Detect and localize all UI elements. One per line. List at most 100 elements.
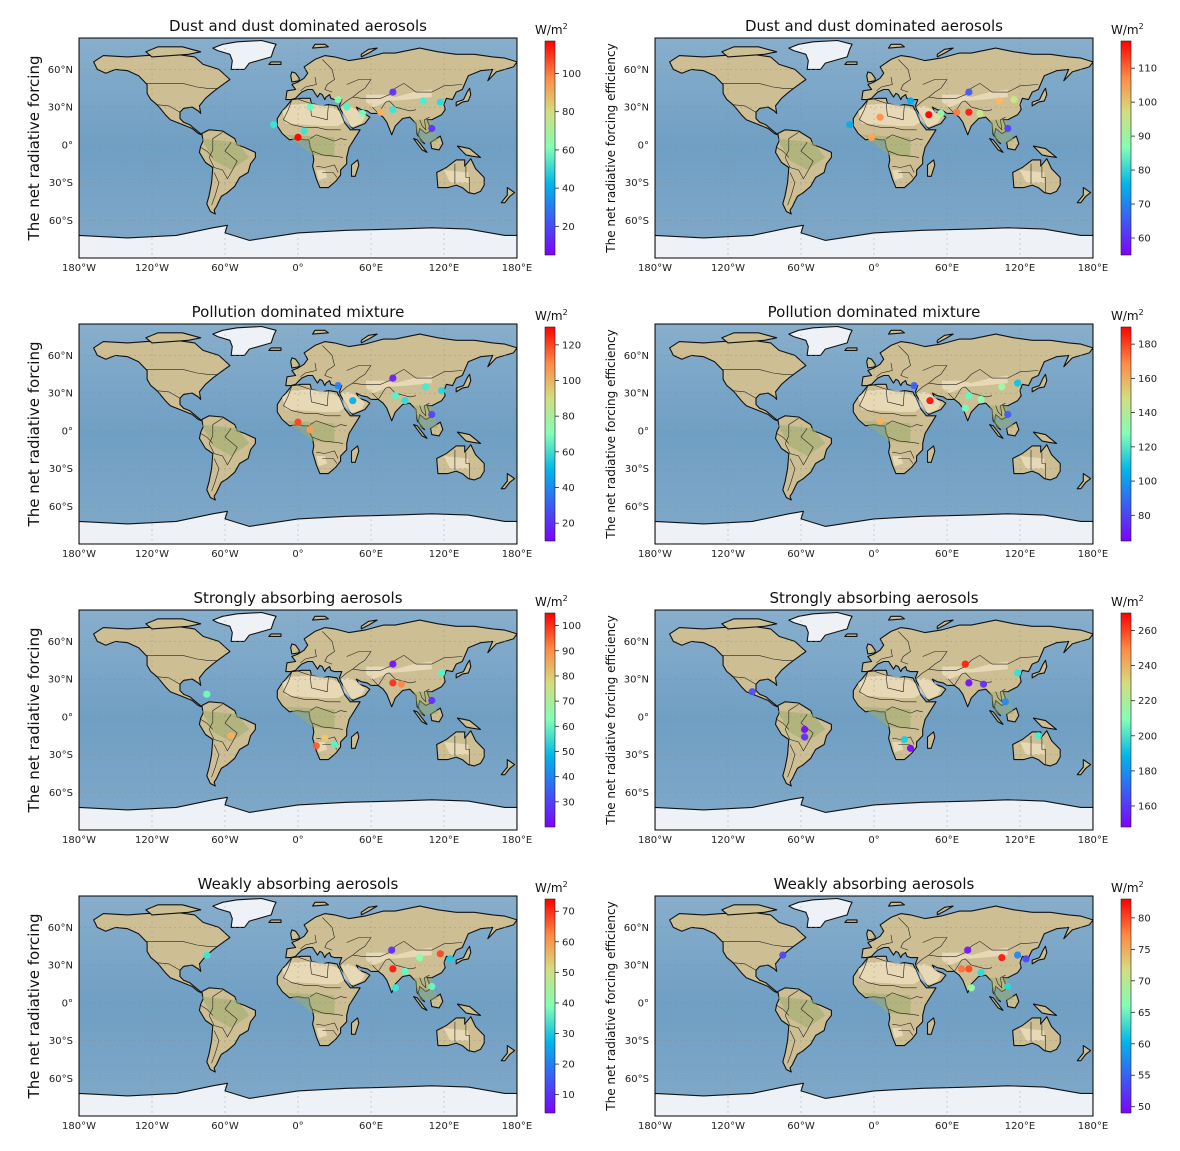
colorbar-tick-label: 20 xyxy=(562,1060,575,1071)
country-border xyxy=(776,719,790,730)
landmass-svalbard xyxy=(312,901,329,907)
y-axis-label: The net radiative forcing xyxy=(25,628,43,814)
colorbar-tick-label: 40 xyxy=(562,483,575,494)
landmass-borneo xyxy=(1006,135,1020,151)
station-point xyxy=(958,965,966,973)
colorbar-unit: W/m2 xyxy=(535,880,568,895)
landmass-madagascar xyxy=(350,445,360,463)
latitude-tick-label: 60°S xyxy=(625,1074,649,1085)
latitude-tick-label: 60°N xyxy=(624,351,649,362)
landmass-new-zealand xyxy=(500,187,516,204)
landmass-japan xyxy=(455,87,472,107)
station-point xyxy=(389,374,397,382)
vegetation-shading xyxy=(861,992,911,1016)
colorbar-tick-label: 180 xyxy=(1138,340,1157,351)
colorbar-unit-superscript: 2 xyxy=(563,880,568,889)
landmass-gb xyxy=(866,643,876,655)
desert-shading xyxy=(444,1028,469,1041)
country-border xyxy=(310,706,347,714)
landmass-japan xyxy=(455,373,472,393)
colorbar-unit-superscript: 2 xyxy=(563,594,568,603)
landmass-north-america xyxy=(669,625,807,708)
longitude-tick-label: 60°W xyxy=(211,549,239,560)
map-area xyxy=(655,610,1093,830)
vegetation-shading xyxy=(285,706,335,730)
longitude-tick-label: 120°W xyxy=(135,263,169,274)
panel-title: Pollution dominated mixture xyxy=(192,303,405,321)
map-panel: Dust and dust dominated aerosols The net … xyxy=(604,17,1157,274)
panel-title: Weakly absorbing aerosols xyxy=(198,875,399,893)
colorbar-tick-label: 100 xyxy=(1138,98,1157,109)
desert-shading xyxy=(341,105,365,128)
map-panel: Weakly absorbing aerosols The net radiati… xyxy=(25,875,575,1132)
colorbar-tick-label: 240 xyxy=(1138,661,1157,672)
station-point xyxy=(358,109,367,117)
country-border xyxy=(871,670,905,693)
latitude-tick-label: 30°S xyxy=(49,464,73,475)
country-border xyxy=(731,676,757,685)
colorbar xyxy=(1120,326,1132,542)
station-point xyxy=(965,108,973,116)
country-border xyxy=(776,147,790,158)
landmass-iceland xyxy=(268,633,282,637)
latitude-tick-label: 60°N xyxy=(624,637,649,648)
desert-shading xyxy=(942,89,1008,108)
landmass-madagascar xyxy=(926,445,936,463)
colorbar-tick-label: 55 xyxy=(1138,1071,1151,1082)
vegetation-shading xyxy=(201,996,250,1028)
landmass-japan xyxy=(1031,945,1048,965)
station-point xyxy=(964,946,972,954)
country-border xyxy=(295,956,329,979)
station-point xyxy=(300,127,308,135)
colorbar-unit: W/m2 xyxy=(1111,880,1144,895)
latitude-tick-label: 30°N xyxy=(48,389,73,400)
map-panel: Dust and dust dominated aerosols The net … xyxy=(25,17,581,274)
country-border xyxy=(371,958,417,972)
country-border xyxy=(145,83,217,89)
longitude-tick-label: 60°E xyxy=(935,1121,959,1132)
country-border xyxy=(784,704,814,752)
station-point xyxy=(876,417,884,425)
latitude-tick-label: 0° xyxy=(638,426,649,437)
country-border xyxy=(300,648,317,664)
station-point xyxy=(436,98,444,106)
country-border xyxy=(898,59,911,93)
landmass-sumatra xyxy=(413,710,428,725)
colorbar-tick-label: 50 xyxy=(562,968,575,979)
station-point xyxy=(446,955,454,963)
landmass-antarctica xyxy=(79,224,517,258)
country-border xyxy=(200,433,214,444)
country-border xyxy=(888,1008,920,1016)
station-point xyxy=(977,395,985,403)
landmass-north-america xyxy=(93,625,231,708)
longitude-tick-label: 120°E xyxy=(1005,263,1035,274)
country-border xyxy=(784,132,814,180)
country-border xyxy=(731,104,757,113)
y-axis-label: The net radiative forcing xyxy=(25,914,43,1100)
colorbar-tick-label: 160 xyxy=(1138,801,1157,812)
colorbar-tick-label: 80 xyxy=(562,412,575,423)
landmass-greenland xyxy=(212,325,277,356)
colorbar-tick-label: 40 xyxy=(562,998,575,1009)
desert-shading xyxy=(858,675,921,698)
longitude-tick-label: 120°E xyxy=(429,1121,459,1132)
map-area xyxy=(79,610,517,830)
colorbar-unit: W/m2 xyxy=(535,594,568,609)
landmass-iceland xyxy=(844,347,858,351)
longitude-tick-label: 180°W xyxy=(638,835,672,846)
longitude-tick-label: 120°E xyxy=(429,263,459,274)
country-border xyxy=(322,631,335,665)
y-axis-label: The net radiative forcing xyxy=(25,56,43,242)
latitude-tick-label: 0° xyxy=(638,140,649,151)
landmass-arctic-islands xyxy=(721,904,778,916)
longitude-tick-label: 60°E xyxy=(359,1121,383,1132)
landmass-borneo xyxy=(1006,421,1020,437)
station-point xyxy=(401,397,409,405)
country-border xyxy=(859,957,917,989)
panel-title: Dust and dust dominated aerosols xyxy=(745,17,1003,35)
latitude-tick-label: 30°N xyxy=(48,961,73,972)
country-border xyxy=(211,172,220,206)
country-border xyxy=(312,1008,344,1016)
latitude-tick-label: 0° xyxy=(62,998,73,1009)
desert-shading xyxy=(942,375,1008,394)
